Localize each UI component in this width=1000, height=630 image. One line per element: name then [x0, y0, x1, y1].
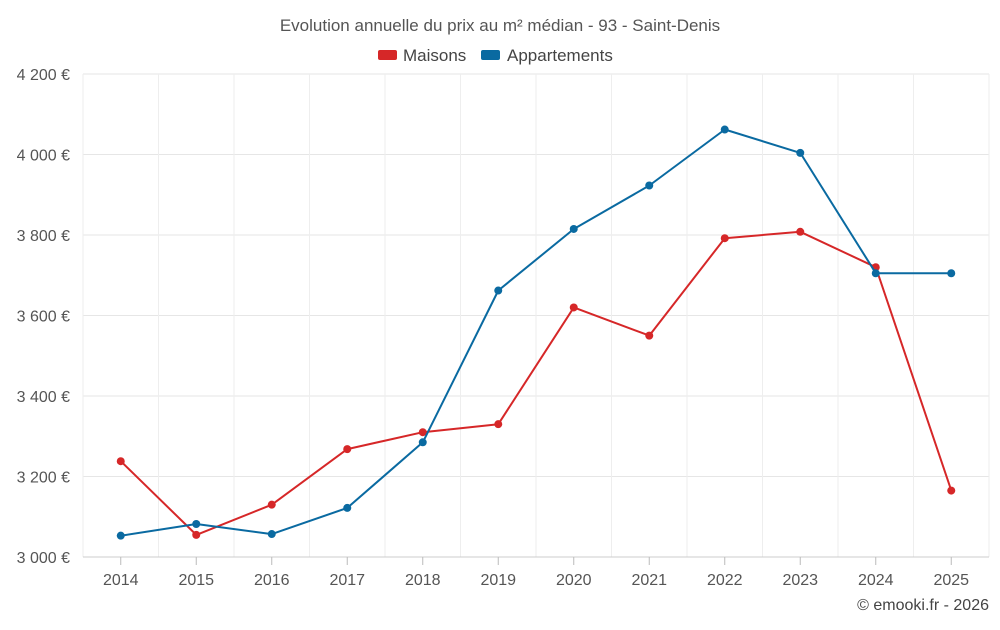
credit-text: © emooki.fr - 2026 — [857, 597, 989, 614]
data-point-maisons[interactable] — [645, 331, 654, 340]
x-tick-label: 2014 — [103, 572, 139, 589]
x-tick-label: 2025 — [933, 572, 969, 589]
data-point-appartements[interactable] — [720, 125, 729, 134]
legend-item-maisons[interactable]: Maisons — [378, 46, 466, 65]
data-point-appartements[interactable] — [267, 530, 276, 539]
data-point-appartements[interactable] — [569, 224, 578, 233]
data-point-appartements[interactable] — [796, 148, 805, 157]
data-point-maisons[interactable] — [343, 445, 352, 454]
data-point-maisons[interactable] — [267, 500, 276, 509]
data-point-appartements[interactable] — [947, 269, 956, 278]
y-tick-label: 3 600 € — [17, 309, 70, 326]
data-point-maisons[interactable] — [569, 303, 578, 312]
series-line-appartements — [120, 128, 952, 537]
data-point-maisons[interactable] — [720, 234, 729, 243]
legend-item-appartements[interactable]: Appartements — [481, 46, 613, 65]
legend-swatch-appartements — [481, 50, 500, 60]
x-tick-label: 2016 — [254, 572, 290, 589]
y-tick-label: 4 000 € — [17, 148, 70, 165]
x-tick-label: 2022 — [707, 572, 743, 589]
data-point-maisons[interactable] — [418, 428, 427, 437]
data-point-maisons[interactable] — [494, 420, 503, 429]
y-tick-label: 3 200 € — [17, 470, 70, 487]
data-point-appartements[interactable] — [418, 438, 427, 447]
x-tick-label: 2018 — [405, 572, 441, 589]
y-tick-label: 4 200 € — [17, 67, 70, 84]
x-tick-label: 2023 — [782, 572, 818, 589]
data-point-appartements[interactable] — [871, 269, 880, 278]
x-tick-label: 2019 — [480, 572, 516, 589]
data-point-appartements[interactable] — [645, 181, 654, 190]
y-tick-label: 3 800 € — [17, 228, 70, 245]
legend[interactable]: Maisons Appartements — [378, 46, 613, 65]
y-tick-label: 3 400 € — [17, 389, 70, 406]
data-point-maisons[interactable] — [192, 530, 201, 539]
x-tick-label: 2017 — [329, 572, 365, 589]
y-tick-label: 3 000 € — [17, 550, 70, 567]
grid — [82, 73, 990, 557]
legend-label-maisons: Maisons — [403, 46, 466, 65]
data-point-appartements[interactable] — [116, 531, 125, 540]
legend-label-appartements: Appartements — [507, 46, 613, 65]
chart-title: Evolution annuelle du prix au m² médian … — [280, 16, 720, 35]
series-line-maisons — [120, 230, 953, 536]
series-layer — [116, 125, 956, 540]
data-point-maisons[interactable] — [116, 457, 125, 466]
x-tick-label: 2024 — [858, 572, 894, 589]
data-point-appartements[interactable] — [343, 503, 352, 512]
data-point-maisons[interactable] — [796, 227, 805, 236]
x-tick-label: 2015 — [178, 572, 214, 589]
data-point-appartements[interactable] — [192, 519, 201, 528]
axes: 3 000 € 3 200 € 3 400 € 3 600 € 3 800 € 4 000… — [17, 67, 989, 589]
x-tick-label: 2020 — [556, 572, 592, 589]
legend-swatch-maisons — [378, 50, 397, 60]
data-point-maisons[interactable] — [947, 486, 956, 495]
x-tick-label: 2021 — [631, 572, 667, 589]
data-point-appartements[interactable] — [494, 286, 503, 295]
